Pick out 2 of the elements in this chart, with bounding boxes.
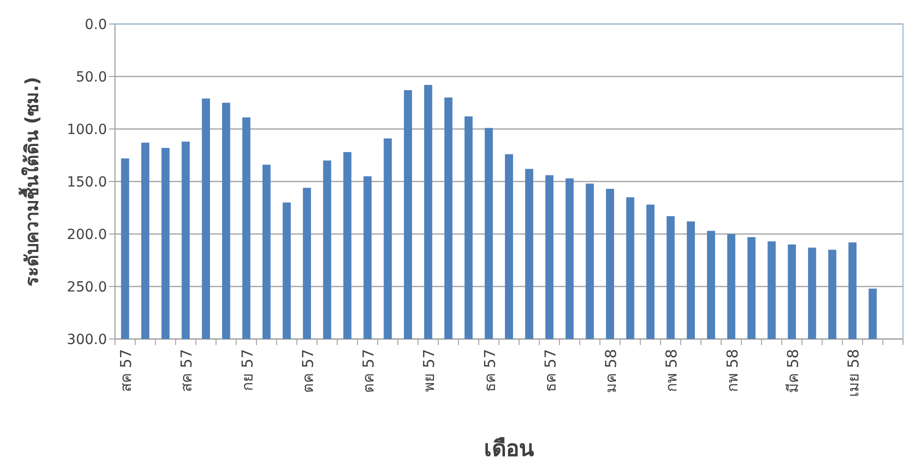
y-axis-title: ระดับความชื้นใต้ดิน (ซม.)	[18, 76, 43, 286]
x-axis-title: เดือน	[484, 437, 534, 462]
